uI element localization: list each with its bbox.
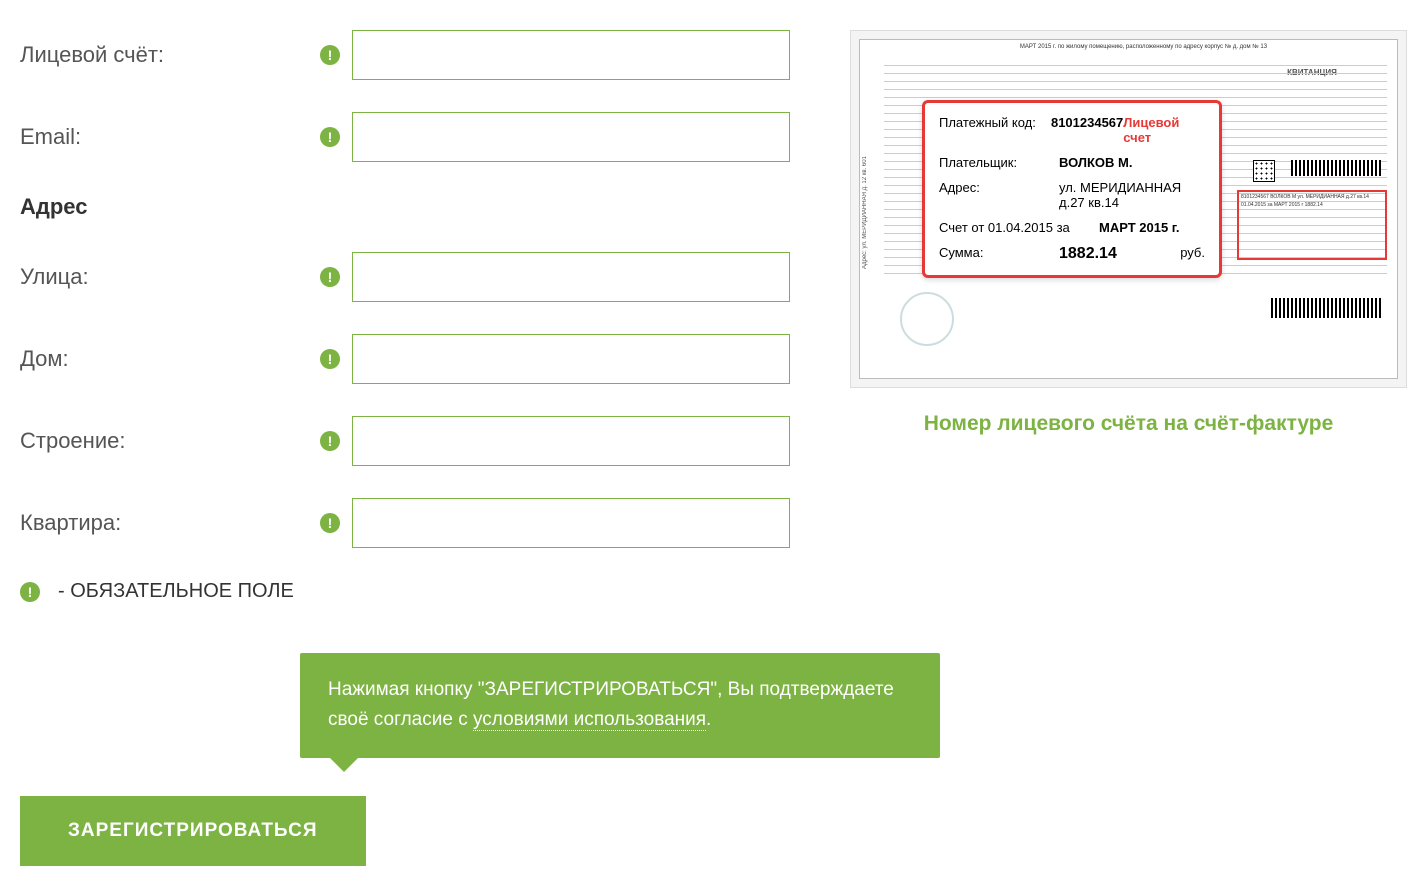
callout-payer-label: Плательщик: [939,155,1059,170]
field-row-flat: Квартира: ! [20,498,790,548]
address-heading: Адрес [20,194,320,220]
required-icon: ! [320,267,340,287]
field-row-house: Дом: ! [20,334,790,384]
invoice-highlight-text: 8101234567 ВОЛКОВ М ул. МЕРИДИАННАЯ д.27… [1241,194,1383,209]
callout-code-tag: Лицевой счет [1123,115,1205,145]
registration-form: Лицевой счёт: ! Email: ! Адрес Улица: ! … [20,30,790,866]
sample-invoice-frame: МАРТ 2015 г. по жилому помещению, распол… [850,30,1407,388]
invoice-callout: Платежный код: 8101234567 Лицевой счет П… [922,100,1222,278]
callout-bill-label: Счет от 01.04.2015 за [939,220,1099,235]
callout-address-label: Адрес: [939,180,1059,210]
address-heading-row: Адрес [20,194,790,220]
terms-link[interactable]: условиями использования [473,709,706,731]
callout-payer-value: ВОЛКОВ М. [1059,155,1205,170]
house-label: Дом: [20,346,320,372]
field-row-email: Email: ! [20,112,790,162]
sample-caption: Номер лицевого счёта на счёт-фактуре [850,412,1407,436]
account-input[interactable] [352,30,790,80]
required-icon: ! [320,127,340,147]
required-legend: ! - ОБЯЗАТЕЛЬНОЕ ПОЛЕ [20,580,790,603]
callout-sum-label: Сумма: [939,245,1059,263]
callout-sum-value: 1882.14 [1059,245,1174,263]
building-input[interactable] [352,416,790,466]
barcode-icon [1271,298,1381,318]
account-label: Лицевой счёт: [20,42,320,68]
flat-input[interactable] [352,498,790,548]
invoice-header: МАРТ 2015 г. по жилому помещению, распол… [900,44,1387,50]
register-button[interactable]: ЗАРЕГИСТРИРОВАТЬСЯ [20,796,366,866]
callout-code-value: 8101234567 [1051,115,1123,145]
email-input[interactable] [352,112,790,162]
sample-invoice-panel: МАРТ 2015 г. по жилому помещению, распол… [850,30,1407,436]
consent-suffix: . [706,709,711,730]
building-label: Строение: [20,428,320,454]
field-row-street: Улица: ! [20,252,790,302]
invoice-sheet: МАРТ 2015 г. по жилому помещению, распол… [859,39,1398,379]
callout-bill-period: МАРТ 2015 г. [1099,220,1205,235]
required-icon: ! [20,582,40,602]
email-label: Email: [20,124,320,150]
required-icon: ! [320,45,340,65]
consent-tooltip: Нажимая кнопку "ЗАРЕГИСТРИРОВАТЬСЯ", Вы … [300,653,940,758]
callout-code-label: Платежный код: [939,115,1051,145]
field-row-building: Строение: ! [20,416,790,466]
required-icon: ! [320,431,340,451]
required-icon: ! [320,513,340,533]
street-label: Улица: [20,264,320,290]
invoice-sidebar: Адрес: ул. МЕРИДИАННАЯ д. 12 кв. 601 [862,58,882,368]
required-icon: ! [320,349,340,369]
stamp-icon [900,292,954,346]
barcode-icon [1291,160,1381,176]
flat-label: Квартира: [20,510,320,536]
field-row-account: Лицевой счёт: ! [20,30,790,80]
qr-icon [1253,160,1275,182]
legend-text: - ОБЯЗАТЕЛЬНОЕ ПОЛЕ [58,580,294,603]
street-input[interactable] [352,252,790,302]
callout-address-value: ул. МЕРИДИАННАЯ д.27 кв.14 [1059,180,1205,210]
house-input[interactable] [352,334,790,384]
callout-sum-unit: руб. [1180,245,1205,263]
